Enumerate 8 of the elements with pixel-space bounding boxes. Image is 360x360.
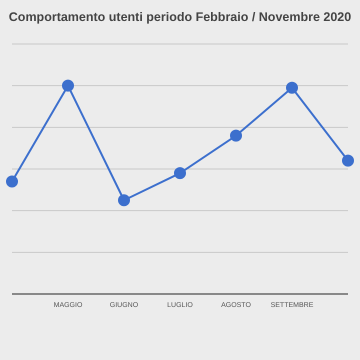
point (174, 167, 186, 180)
point (62, 80, 74, 92)
point (118, 194, 130, 206)
point (230, 130, 242, 142)
point (342, 154, 354, 167)
point (286, 82, 298, 94)
point (6, 176, 18, 188)
chart-title: Comportamento utenti periodo Febbraio / Novembre 2020 (8, 9, 352, 26)
